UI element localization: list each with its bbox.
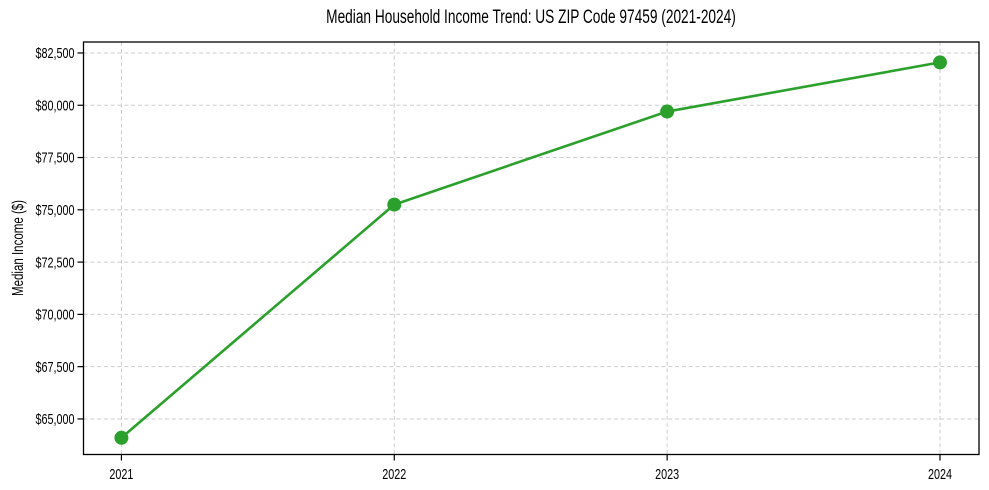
x-tick-label: 2021 xyxy=(109,465,133,482)
y-tick-label-text: $70,000 xyxy=(36,306,75,323)
x-tick-label-text: 2024 xyxy=(928,465,952,482)
y-tick-label: $65,000 xyxy=(36,410,75,427)
y-tick-label-text: $67,500 xyxy=(36,358,75,375)
chart-title: Median Household Income Trend: US ZIP Co… xyxy=(326,7,736,28)
y-tick-label-text: $65,000 xyxy=(36,410,75,427)
plot-border xyxy=(82,41,980,456)
x-tick-label-text: 2021 xyxy=(109,465,133,482)
x-tick-label: 2024 xyxy=(928,465,952,482)
x-tick-label-text: 2023 xyxy=(655,465,679,482)
y-tick-label: $77,500 xyxy=(36,149,75,166)
data-point-2023 xyxy=(660,104,675,119)
y-tick-label: $80,000 xyxy=(36,97,75,114)
x-tick-label: 2023 xyxy=(655,465,679,482)
y-tick-label: $75,000 xyxy=(36,201,75,218)
x-tick-label: 2022 xyxy=(382,465,406,482)
data-point-2024 xyxy=(932,55,947,70)
data-point-2021 xyxy=(114,430,129,445)
data-point-2022 xyxy=(387,197,402,212)
y-tick-label-text: $72,500 xyxy=(36,254,75,271)
x-tick-label-text: 2022 xyxy=(382,465,406,482)
y-tick-label-text: $75,000 xyxy=(36,201,75,218)
y-tick-label-text: $80,000 xyxy=(36,97,75,114)
y-tick-label-text: $77,500 xyxy=(36,149,75,166)
y-tick-label: $82,500 xyxy=(36,44,75,61)
trend-line xyxy=(120,61,941,439)
y-tick-label-text: $82,500 xyxy=(36,44,75,61)
y-tick-label: $67,500 xyxy=(36,358,75,375)
y-tick-label: $70,000 xyxy=(36,306,75,323)
y-tick-label: $72,500 xyxy=(36,254,75,271)
